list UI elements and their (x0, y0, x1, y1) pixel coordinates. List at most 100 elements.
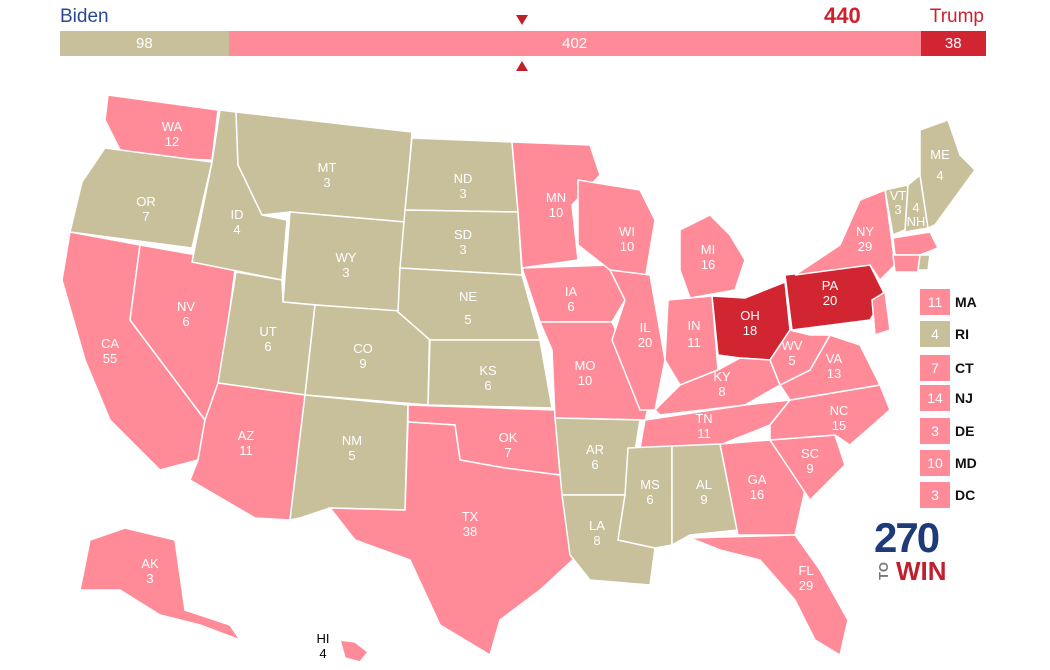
state-MT[interactable]: MT3 (235, 111, 413, 223)
svg-text:8: 8 (593, 533, 600, 548)
bar-segment-safe-trump: 38 (920, 31, 986, 56)
state-UT[interactable]: UT6 (217, 271, 316, 396)
svg-text:20: 20 (638, 335, 652, 350)
svg-text:15: 15 (832, 418, 846, 433)
svg-text:WA: WA (162, 119, 183, 134)
state-ND[interactable]: ND3 (404, 137, 519, 213)
state-SD[interactable]: SD3 (399, 209, 523, 276)
svg-text:MI: MI (701, 242, 715, 257)
svg-text:NE: NE (459, 289, 477, 304)
svg-text:IA: IA (565, 284, 578, 299)
state-VT[interactable]: VT3 (884, 184, 909, 237)
svg-text:ID: ID (231, 207, 244, 222)
bar-segment-toss-up: 98 (60, 31, 229, 56)
legend-RI[interactable]: 4 RI (920, 321, 1010, 347)
svg-text:LA: LA (589, 518, 605, 533)
legend-DC[interactable]: 3 DC (920, 482, 1010, 508)
svg-text:OH: OH (740, 308, 760, 323)
svg-text:UT: UT (259, 324, 276, 339)
svg-text:OR: OR (136, 194, 156, 209)
svg-text:9: 9 (359, 356, 366, 371)
svg-text:10: 10 (620, 239, 634, 254)
svg-text:3: 3 (459, 186, 466, 201)
svg-text:GA: GA (748, 472, 767, 487)
state-KS[interactable]: KS6 (427, 339, 553, 409)
svg-text:6: 6 (484, 378, 491, 393)
state-IA[interactable]: IA6 (520, 264, 626, 323)
svg-text:11: 11 (239, 443, 253, 458)
legend-CT[interactable]: 7 CT (920, 355, 1010, 381)
state-WY[interactable]: WY3 (282, 211, 406, 313)
svg-text:CA: CA (101, 336, 119, 351)
state-NM[interactable]: NM5 (289, 394, 409, 521)
svg-text:HI: HI (317, 631, 330, 646)
svg-text:3: 3 (323, 175, 330, 190)
legend-DE[interactable]: 3 DE (920, 418, 1010, 444)
svg-text:5: 5 (464, 312, 471, 327)
state-OR[interactable]: OR7 (69, 147, 213, 249)
svg-text:10: 10 (549, 205, 563, 220)
majority-marker-top (516, 15, 528, 25)
svg-text:MN: MN (546, 190, 566, 205)
legend-MD[interactable]: 10 MD (920, 450, 1010, 476)
svg-text:AZ: AZ (238, 428, 255, 443)
svg-text:10: 10 (578, 373, 592, 388)
svg-text:MO: MO (575, 358, 596, 373)
legend-MA[interactable]: 11 MA (920, 289, 1010, 315)
svg-text:55: 55 (103, 351, 117, 366)
svg-text:SD: SD (454, 227, 472, 242)
svg-text:6: 6 (182, 314, 189, 329)
270towin-logo[interactable]: 270 TO WIN (874, 514, 947, 587)
state-NH[interactable]: 4NH (904, 173, 929, 233)
svg-text:38: 38 (463, 524, 477, 539)
state-ME[interactable]: ME 4 (919, 119, 976, 230)
svg-text:9: 9 (700, 492, 707, 507)
svg-text:4: 4 (912, 200, 919, 215)
svg-text:KS: KS (479, 363, 497, 378)
svg-text:OK: OK (499, 430, 518, 445)
majority-marker-bottom (516, 61, 528, 71)
svg-text:MT: MT (318, 160, 337, 175)
bar-segment-lean-trump: 402 (228, 31, 921, 56)
svg-text:11: 11 (697, 426, 711, 441)
state-HI[interactable]: HI4 (317, 631, 370, 663)
state-AK[interactable]: AK3 (79, 527, 242, 642)
legend-NJ[interactable]: 14 NJ (920, 385, 1010, 411)
svg-text:3: 3 (146, 571, 153, 586)
svg-text:29: 29 (799, 578, 813, 593)
trump-label: Trump (929, 6, 984, 27)
state-NE[interactable]: NE 5 (397, 267, 541, 341)
svg-text:WI: WI (619, 224, 635, 239)
svg-text:6: 6 (591, 457, 598, 472)
svg-text:3: 3 (894, 202, 901, 217)
svg-text:IN: IN (688, 318, 701, 333)
svg-text:11: 11 (687, 335, 701, 350)
svg-text:MS: MS (640, 477, 660, 492)
state-AL[interactable]: AL9 (671, 443, 739, 547)
svg-text:16: 16 (701, 257, 715, 272)
svg-text:6: 6 (264, 339, 271, 354)
svg-text:16: 16 (750, 487, 764, 502)
svg-text:NY: NY (856, 224, 874, 239)
svg-text:AK: AK (141, 556, 159, 571)
svg-text:AR: AR (586, 442, 604, 457)
svg-text:FL: FL (798, 563, 813, 578)
svg-text:NM: NM (342, 433, 362, 448)
svg-text:6: 6 (646, 492, 653, 507)
svg-text:8: 8 (718, 384, 725, 399)
svg-text:7: 7 (142, 209, 149, 224)
svg-text:18: 18 (743, 323, 757, 338)
svg-text:3: 3 (342, 265, 349, 280)
state-WV[interactable]: WV5 (769, 329, 832, 387)
state-IN[interactable]: IN 11 (664, 295, 719, 386)
